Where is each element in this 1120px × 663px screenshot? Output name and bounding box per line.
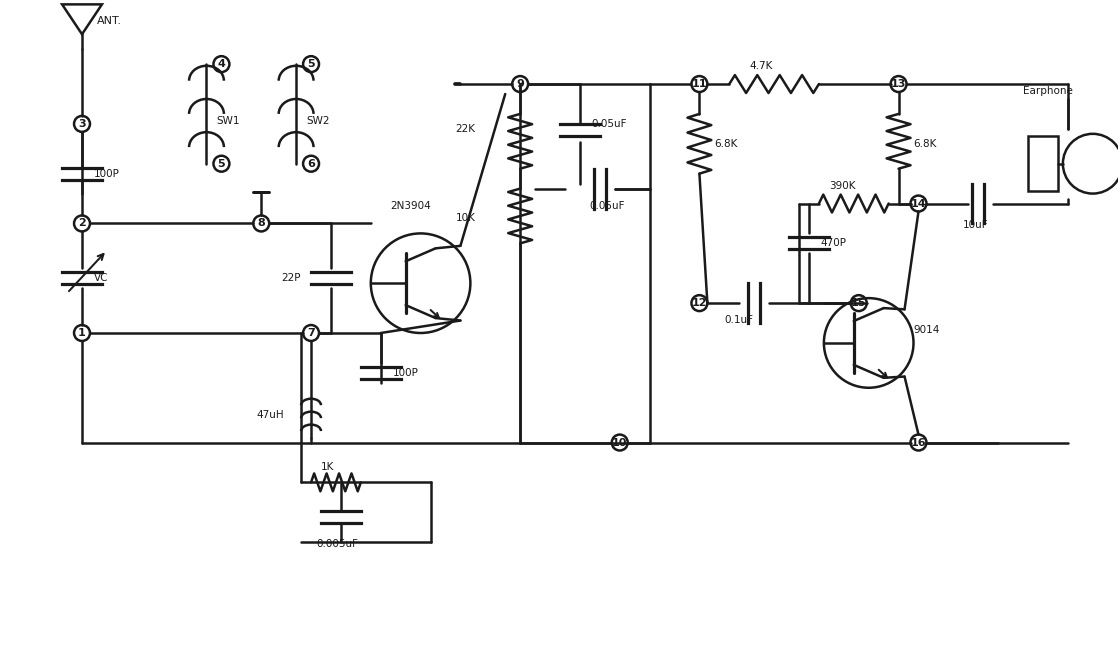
Text: SW2: SW2 [306, 116, 329, 126]
Text: 11: 11 [692, 79, 707, 89]
Text: 22P: 22P [281, 273, 300, 283]
Text: 0.05uF: 0.05uF [590, 200, 625, 211]
Text: 3: 3 [78, 119, 86, 129]
Text: 0.1uF: 0.1uF [725, 315, 754, 325]
Text: 100P: 100P [393, 368, 419, 378]
Text: 100P: 100P [94, 168, 120, 178]
Text: 13: 13 [890, 79, 906, 89]
Text: 1K: 1K [321, 462, 335, 473]
Text: ANT.: ANT. [97, 17, 122, 27]
Text: 6: 6 [307, 158, 315, 168]
Text: 9014: 9014 [914, 325, 940, 335]
Text: 12: 12 [692, 298, 707, 308]
Text: 22K: 22K [456, 124, 475, 134]
Text: 6.8K: 6.8K [715, 139, 738, 149]
Text: 10: 10 [612, 438, 627, 448]
Bar [1028, 137, 1058, 191]
Text: 470P: 470P [821, 239, 847, 249]
Text: 15: 15 [851, 298, 867, 308]
Text: 6.8K: 6.8K [914, 139, 937, 149]
Text: 2N3904: 2N3904 [391, 200, 431, 211]
Text: 0.005uF: 0.005uF [316, 539, 358, 549]
Text: 0.05uF: 0.05uF [591, 119, 627, 129]
Text: 8: 8 [258, 218, 265, 229]
Text: 5: 5 [217, 158, 225, 168]
Text: 2: 2 [78, 218, 86, 229]
Text: 16: 16 [911, 438, 926, 448]
Text: 10K: 10K [456, 213, 475, 223]
Text: VC: VC [94, 273, 109, 283]
Text: 5: 5 [307, 59, 315, 69]
Text: Earphone: Earphone [1023, 86, 1073, 96]
Text: 47uH: 47uH [256, 410, 283, 420]
Text: 390K: 390K [829, 180, 856, 190]
Text: 14: 14 [911, 198, 926, 209]
Text: 7: 7 [307, 328, 315, 338]
Text: 10uF: 10uF [963, 220, 989, 231]
Text: 4.7K: 4.7K [749, 61, 773, 71]
Text: 4: 4 [217, 59, 225, 69]
Text: SW1: SW1 [216, 116, 240, 126]
Text: 9: 9 [516, 79, 524, 89]
Text: 1: 1 [78, 328, 86, 338]
